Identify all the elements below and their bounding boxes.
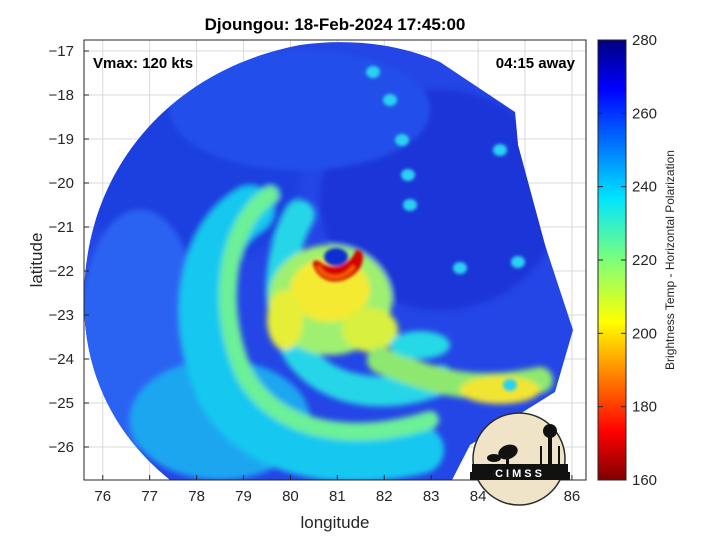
colorbar-label: Brightness Temp - Horizontal Polarizatio… [663,150,677,370]
colorbar-tick-label: 160 [632,472,657,489]
colorbar-tick-label: 220 [632,252,657,269]
y-tick-label: −24 [49,351,74,368]
x-tick-label: 81 [329,488,346,505]
y-axis: −17 −18 −19 −20 −21 −22 −23 −24 −25 −26 [49,43,89,456]
x-tick-label: 86 [564,488,581,505]
image-feature [267,290,303,350]
x-tick-label: 84 [470,488,487,505]
y-tick-label: −19 [49,131,74,148]
image-feature [324,248,348,266]
y-tick-label: −22 [49,263,74,280]
image-feature [266,200,455,407]
image-feature [366,66,380,78]
x-tick-label: 77 [141,488,158,505]
colorbar-tick-label: 180 [632,399,657,416]
x-tick-label: 83 [423,488,440,505]
colorbar-ticks: 160 180 200 220 240 260 280 [598,32,657,489]
x-tick-label: 79 [235,488,252,505]
y-tick-label: −20 [49,175,74,192]
y-tick-label: −23 [49,307,74,324]
brightness-temp-image [84,42,573,480]
x-tick-label: 76 [94,488,111,505]
image-feature [179,186,444,480]
x-axis-label: longitude [300,513,369,532]
image-feature [218,186,439,441]
y-axis-label: latitude [27,233,46,288]
x-tick-label: 82 [376,488,393,505]
image-feature [403,199,417,211]
cimss-logo-text: CIMSS [495,468,545,480]
y-tick-label: −18 [49,87,74,104]
image-feature [395,134,409,146]
plot-frame [83,39,587,481]
image-feature [493,144,507,156]
chart-title: Djoungou: 18-Feb-2024 17:45:00 [205,15,466,34]
image-feature [342,308,398,352]
x-tick-label: 78 [188,488,205,505]
image-feature [503,379,517,391]
y-tick-label: −17 [49,43,74,60]
cimss-logo: CIMSS [470,412,570,506]
image-feature [453,262,467,274]
image-feature [390,331,450,359]
x-tick-label: 80 [282,488,299,505]
y-tick-label: −25 [49,395,74,412]
vmax-annotation: Vmax: 120 kts [93,55,193,72]
colorbar-tick-label: 200 [632,325,657,342]
image-feature [401,169,415,181]
y-tick-label: −21 [49,219,74,236]
image-feature [316,265,356,279]
colorbar-tick-label: 260 [632,105,657,122]
colorbar-tick-label: 280 [632,32,657,49]
y-tick-label: −26 [49,439,74,456]
image-feature [511,256,525,268]
time-away-annotation: 04:15 away [496,55,576,72]
image-feature [383,94,397,106]
colorbar-tick-label: 240 [632,179,657,196]
image-feature [460,376,540,404]
image-feature [170,50,430,170]
